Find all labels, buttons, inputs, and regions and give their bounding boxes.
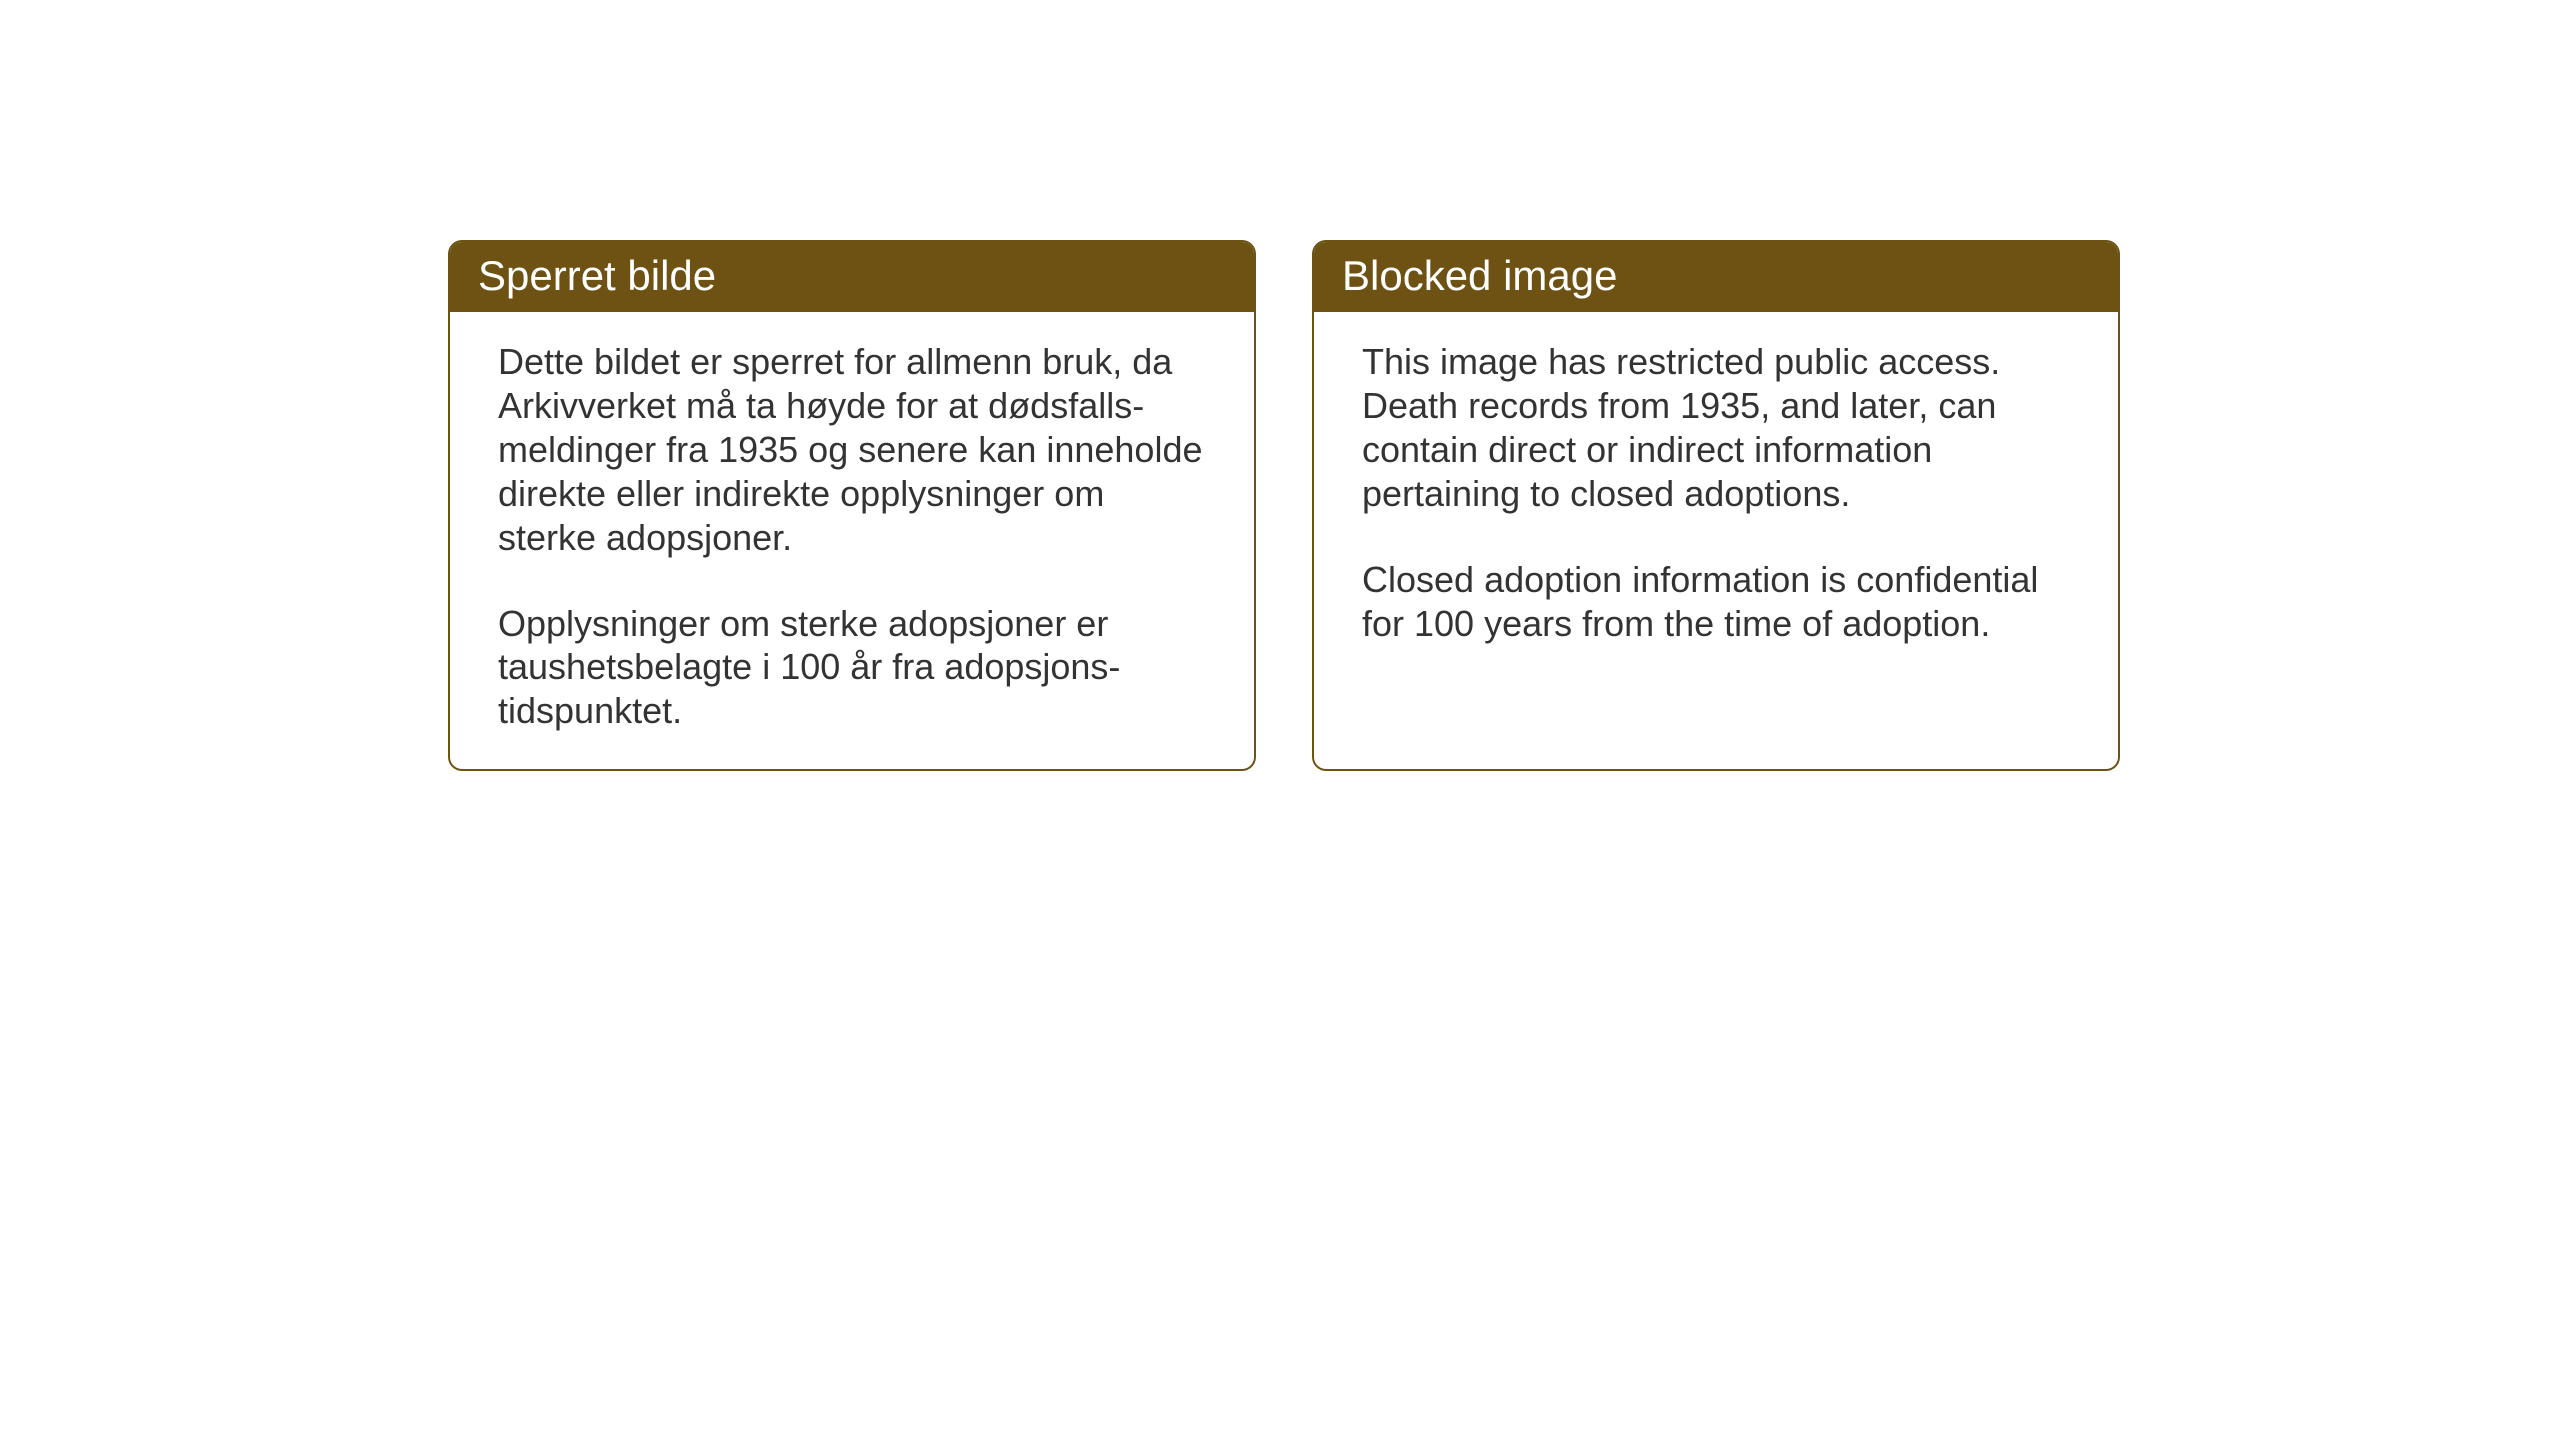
norwegian-paragraph-2: Opplysninger om sterke adopsjoner er tau… bbox=[498, 602, 1212, 734]
english-notice-card: Blocked image This image has restricted … bbox=[1312, 240, 2120, 771]
english-card-title: Blocked image bbox=[1314, 242, 2118, 312]
english-card-body: This image has restricted public access.… bbox=[1314, 312, 2118, 754]
norwegian-card-title: Sperret bilde bbox=[450, 242, 1254, 312]
norwegian-card-body: Dette bildet er sperret for allmenn bruk… bbox=[450, 312, 1254, 769]
english-paragraph-2: Closed adoption information is confident… bbox=[1362, 558, 2076, 646]
english-paragraph-1: This image has restricted public access.… bbox=[1362, 340, 2076, 516]
notice-cards-container: Sperret bilde Dette bildet er sperret fo… bbox=[448, 240, 2120, 771]
norwegian-paragraph-1: Dette bildet er sperret for allmenn bruk… bbox=[498, 340, 1212, 560]
norwegian-notice-card: Sperret bilde Dette bildet er sperret fo… bbox=[448, 240, 1256, 771]
